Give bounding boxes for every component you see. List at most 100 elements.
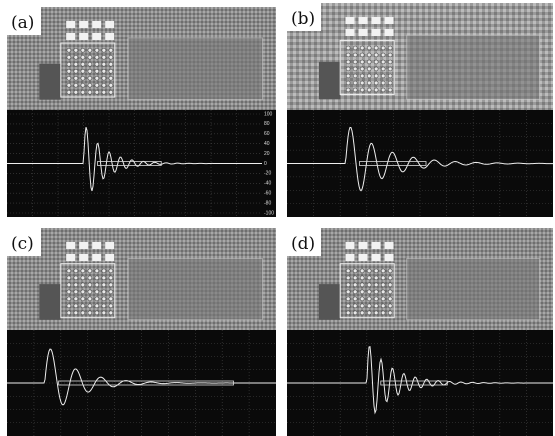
- chip-pad: [66, 33, 75, 40]
- y-tick-label: -80: [264, 200, 271, 206]
- chip-bump: [95, 76, 99, 80]
- chip-bump: [374, 81, 378, 85]
- chip-bump: [109, 276, 113, 280]
- chip-bump: [388, 311, 392, 315]
- chip-block: [39, 284, 61, 320]
- chip-pad: [346, 29, 355, 36]
- chip-bump: [353, 269, 357, 273]
- chip-pad: [66, 254, 75, 261]
- chip-bump: [88, 283, 92, 287]
- chip-bump: [67, 311, 71, 315]
- chip-bump: [367, 60, 371, 64]
- chip-bump: [360, 269, 364, 273]
- chip-pad: [372, 29, 381, 36]
- chip-bump: [88, 269, 92, 273]
- chip-bump: [374, 67, 378, 71]
- panel-label: (c): [11, 234, 34, 254]
- chip-bump: [95, 62, 99, 66]
- chip-bump: [88, 90, 92, 94]
- chip-bump: [67, 90, 71, 94]
- chip-bump: [353, 88, 357, 92]
- chip-bump: [353, 81, 357, 85]
- chip-pad: [92, 33, 101, 40]
- chip-pad: [66, 21, 75, 28]
- chip-bump: [388, 46, 392, 50]
- chip-bump: [95, 69, 99, 73]
- chip-bump: [346, 304, 350, 308]
- chip-pad: [372, 17, 381, 24]
- chip-bump: [109, 83, 113, 87]
- chip-pad: [79, 254, 88, 261]
- chip-bump: [367, 276, 371, 280]
- chip-bump: [67, 83, 71, 87]
- chip-bump: [88, 297, 92, 301]
- chip-bump: [346, 290, 350, 294]
- chip-bump: [81, 297, 85, 301]
- chip-bump: [367, 304, 371, 308]
- chip-pad: [346, 242, 355, 249]
- chip-bump: [102, 276, 106, 280]
- chip-pad: [346, 254, 355, 261]
- chip-bump: [109, 269, 113, 273]
- chip-bump: [346, 276, 350, 280]
- y-tick-label: 0: [264, 161, 267, 167]
- panel: (c): [7, 228, 276, 436]
- chip-bump: [67, 297, 71, 301]
- chip-bump: [95, 311, 99, 315]
- chip-bump: [109, 311, 113, 315]
- chip-block: [407, 35, 540, 99]
- y-tick-label: -60: [264, 191, 271, 197]
- chip-bump: [388, 60, 392, 64]
- chip-bump: [88, 83, 92, 87]
- chip-bump: [374, 74, 378, 78]
- chip-bump: [353, 74, 357, 78]
- chip-pad: [372, 254, 381, 261]
- chip-bump: [74, 304, 78, 308]
- chip-pad: [105, 254, 114, 261]
- chip-bump: [88, 48, 92, 52]
- chip-bump: [74, 62, 78, 66]
- chip-pad: [359, 254, 368, 261]
- chip-bump: [95, 297, 99, 301]
- chip-pad: [385, 17, 394, 24]
- chip-pad: [105, 242, 114, 249]
- chip-bump: [374, 60, 378, 64]
- chip-bump: [67, 290, 71, 294]
- chip-bump: [353, 283, 357, 287]
- chip-bump: [95, 55, 99, 59]
- chip-bump: [374, 311, 378, 315]
- chip-bump: [74, 311, 78, 315]
- chip-bump: [374, 269, 378, 273]
- chip-pad: [79, 21, 88, 28]
- chip-bump: [367, 297, 371, 301]
- chip-bump: [74, 48, 78, 52]
- chip-bump: [95, 283, 99, 287]
- chip-pad: [372, 242, 381, 249]
- chip-bump: [346, 60, 350, 64]
- chip-bump: [102, 290, 106, 294]
- chip-bump: [346, 311, 350, 315]
- y-tick-label: 60: [264, 131, 270, 137]
- chip-pad: [66, 242, 75, 249]
- chip-bump: [346, 269, 350, 273]
- y-tick-label: 20: [264, 151, 270, 157]
- chip-bump: [353, 53, 357, 57]
- chip-bump: [346, 46, 350, 50]
- chip-pad: [385, 254, 394, 261]
- chip-bump: [374, 46, 378, 50]
- chip-bump: [388, 81, 392, 85]
- chip-bump: [67, 76, 71, 80]
- chip-bump: [109, 48, 113, 52]
- scope: [287, 110, 553, 217]
- chip-block: [319, 62, 340, 99]
- chip-bump: [360, 283, 364, 287]
- chip-bump: [360, 74, 364, 78]
- chip-bump: [74, 76, 78, 80]
- chip-bump: [381, 88, 385, 92]
- chip-bump: [88, 290, 92, 294]
- chip-bump: [381, 304, 385, 308]
- chip-bump: [360, 60, 364, 64]
- chip-bump: [388, 74, 392, 78]
- chip-bump: [346, 67, 350, 71]
- chip-bump: [95, 290, 99, 294]
